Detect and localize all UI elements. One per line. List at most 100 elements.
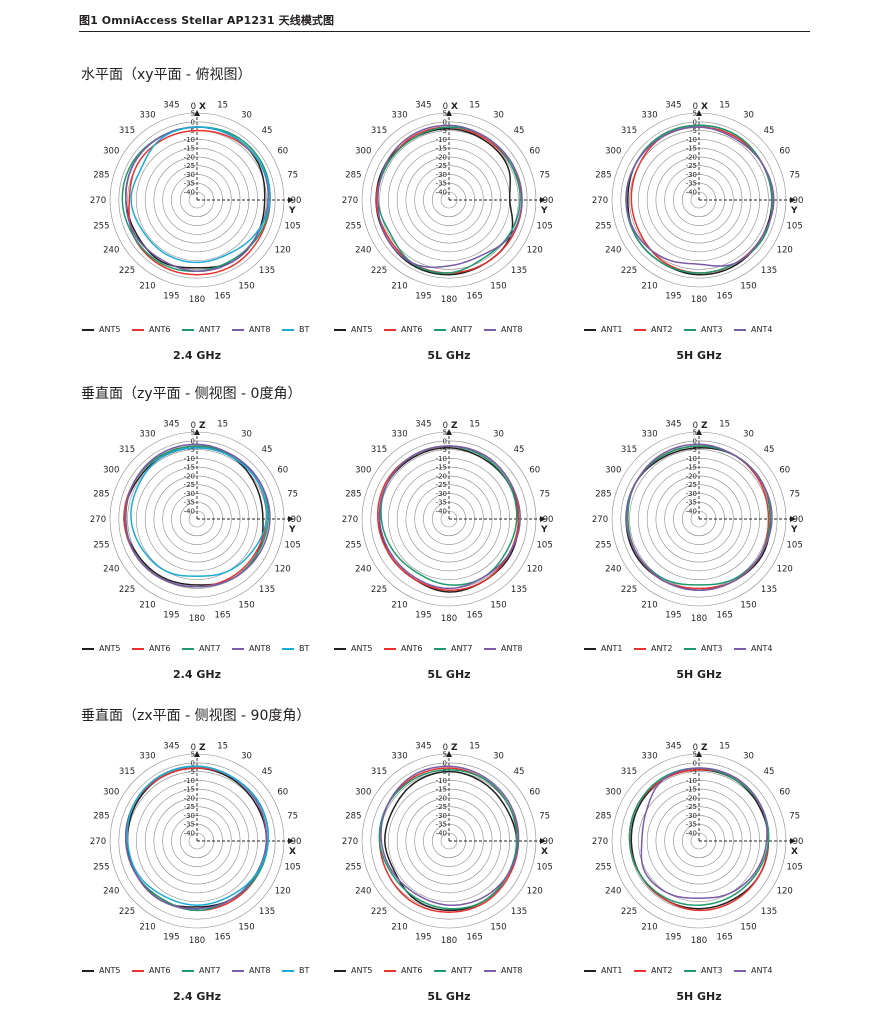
angle-tick-label: 0	[443, 743, 448, 753]
angle-tick-label: 75	[789, 489, 800, 499]
legend: ANT5 ANT6 ANT7 ANT8	[334, 325, 584, 339]
legend-swatch	[634, 328, 646, 331]
angle-tick-label: 0	[443, 421, 448, 431]
angle-tick-label: 0	[693, 743, 698, 753]
angle-tick-label: 270	[342, 196, 358, 206]
polar-chart: 5 0 -5 -10 -15 -20 -25 -30 -35 -40 15 30 45 60 75 90 105…	[584, 736, 814, 1006]
angle-tick-label: 300	[605, 466, 621, 476]
angle-tick-label: 225	[621, 907, 637, 917]
angle-tick-label: 345	[163, 741, 179, 751]
polar-chart: 5 0 -5 -10 -15 -20 -25 -30 -35 -40 15 30 45 60 75 90 105…	[334, 414, 564, 684]
band-label: 5L GHz	[427, 349, 471, 362]
angle-tick-label: 45	[764, 767, 775, 777]
angle-tick-label: 225	[371, 266, 387, 276]
angle-tick-label: 255	[93, 222, 109, 232]
angle-tick-label: 60	[529, 788, 540, 798]
legend-item: ANT6	[384, 644, 422, 653]
r-tick-label: -10	[184, 777, 195, 785]
legend-label: ANT5	[99, 644, 121, 653]
angle-tick-label: 75	[789, 170, 800, 180]
angle-tick-label: 285	[93, 811, 109, 821]
angle-tick-label: 300	[103, 147, 119, 157]
grid-circle	[664, 484, 734, 554]
legend-item: ANT3	[684, 966, 722, 975]
r-tick-label: -25	[686, 481, 697, 489]
angle-tick-label: 45	[262, 767, 273, 777]
angle-tick-label: 210	[139, 282, 155, 292]
angle-tick-label: 240	[103, 246, 119, 256]
angle-tick-label: 240	[605, 887, 621, 897]
angle-tick-label: 330	[139, 751, 155, 761]
grid-circle	[405, 475, 493, 563]
r-tick-label: -35	[436, 821, 447, 829]
series-line-ant8	[125, 443, 271, 588]
r-tick-label: -20	[686, 472, 697, 480]
legend-item: ANT5	[334, 966, 372, 975]
angle-tick-label: 225	[119, 907, 135, 917]
axis-label-right: X	[289, 847, 296, 857]
legend-label: ANT7	[451, 325, 473, 334]
legend-label: ANT7	[199, 325, 221, 334]
angle-tick-label: 285	[93, 170, 109, 180]
r-tick-label: -40	[184, 830, 195, 838]
angle-tick-label: 0	[191, 102, 196, 112]
r-tick-label: -20	[436, 472, 447, 480]
legend-label: ANT7	[451, 644, 473, 653]
angle-tick-label: 120	[527, 246, 543, 256]
r-tick-label: -30	[436, 812, 447, 820]
r-tick-label: -35	[184, 821, 195, 829]
angle-tick-label: 105	[285, 541, 301, 551]
polar-chart-svg: 50-5-10-15-20-25-30-35-40153045607590105…	[90, 419, 302, 624]
legend-swatch	[684, 647, 696, 650]
angle-tick-label: 90	[291, 515, 302, 525]
r-tick-label: -35	[184, 499, 195, 507]
axis-arrow-right	[790, 838, 796, 844]
angle-tick-label: 210	[641, 282, 657, 292]
angle-tick-label: 165	[215, 611, 231, 621]
angle-tick-label: 30	[493, 110, 504, 120]
legend-swatch	[484, 969, 496, 972]
angle-tick-label: 60	[779, 147, 790, 157]
angle-tick-label: 150	[238, 923, 254, 933]
angle-tick-label: 30	[493, 751, 504, 761]
angle-tick-label: 195	[665, 292, 681, 302]
angle-tick-label: 45	[514, 126, 525, 136]
polar-chart-svg: 50-5-10-15-20-25-30-35-40153045607590105…	[342, 100, 554, 305]
legend-swatch	[384, 647, 396, 650]
legend-item: ANT5	[334, 325, 372, 334]
r-tick-label: -20	[436, 794, 447, 802]
axis-arrow-top	[696, 110, 702, 116]
angle-tick-label: 255	[345, 222, 361, 232]
legend-item: ANT6	[384, 966, 422, 975]
angle-tick-label: 105	[285, 863, 301, 873]
r-tick-label: -5	[690, 768, 697, 776]
band-label: 5H GHz	[676, 349, 722, 362]
legend-swatch	[734, 969, 746, 972]
series-line-ant4	[640, 767, 768, 899]
legend-swatch	[282, 328, 294, 331]
grid-circle	[664, 165, 734, 235]
grid-circle	[162, 165, 232, 235]
angle-tick-label: 210	[641, 923, 657, 933]
angle-tick-label: 120	[527, 887, 543, 897]
legend-item: ANT6	[132, 325, 170, 334]
axis-arrow-right	[790, 516, 796, 522]
angle-tick-label: 45	[764, 126, 775, 136]
legend-label: ANT5	[351, 644, 373, 653]
legend: ANT5 ANT6 ANT7 ANT8	[334, 966, 584, 980]
section-title-zx: 垂直面（zx平面 - 侧视图 - 90度角）	[81, 708, 311, 724]
legend-item: ANT1	[584, 966, 622, 975]
r-tick-label: -10	[184, 455, 195, 463]
r-tick-label: -25	[436, 481, 447, 489]
r-tick-label: 0	[443, 118, 447, 126]
axis-label-right: Y	[540, 525, 548, 535]
angle-tick-label: 30	[743, 110, 754, 120]
angle-tick-label: 180	[441, 614, 457, 624]
axis-label-top: Z	[701, 421, 708, 431]
legend-item: ANT8	[484, 966, 522, 975]
legend-item: ANT2	[634, 325, 672, 334]
legend-label: ANT5	[351, 325, 373, 334]
angle-tick-label: 150	[238, 282, 254, 292]
angle-tick-label: 15	[719, 419, 730, 429]
legend-swatch	[634, 647, 646, 650]
